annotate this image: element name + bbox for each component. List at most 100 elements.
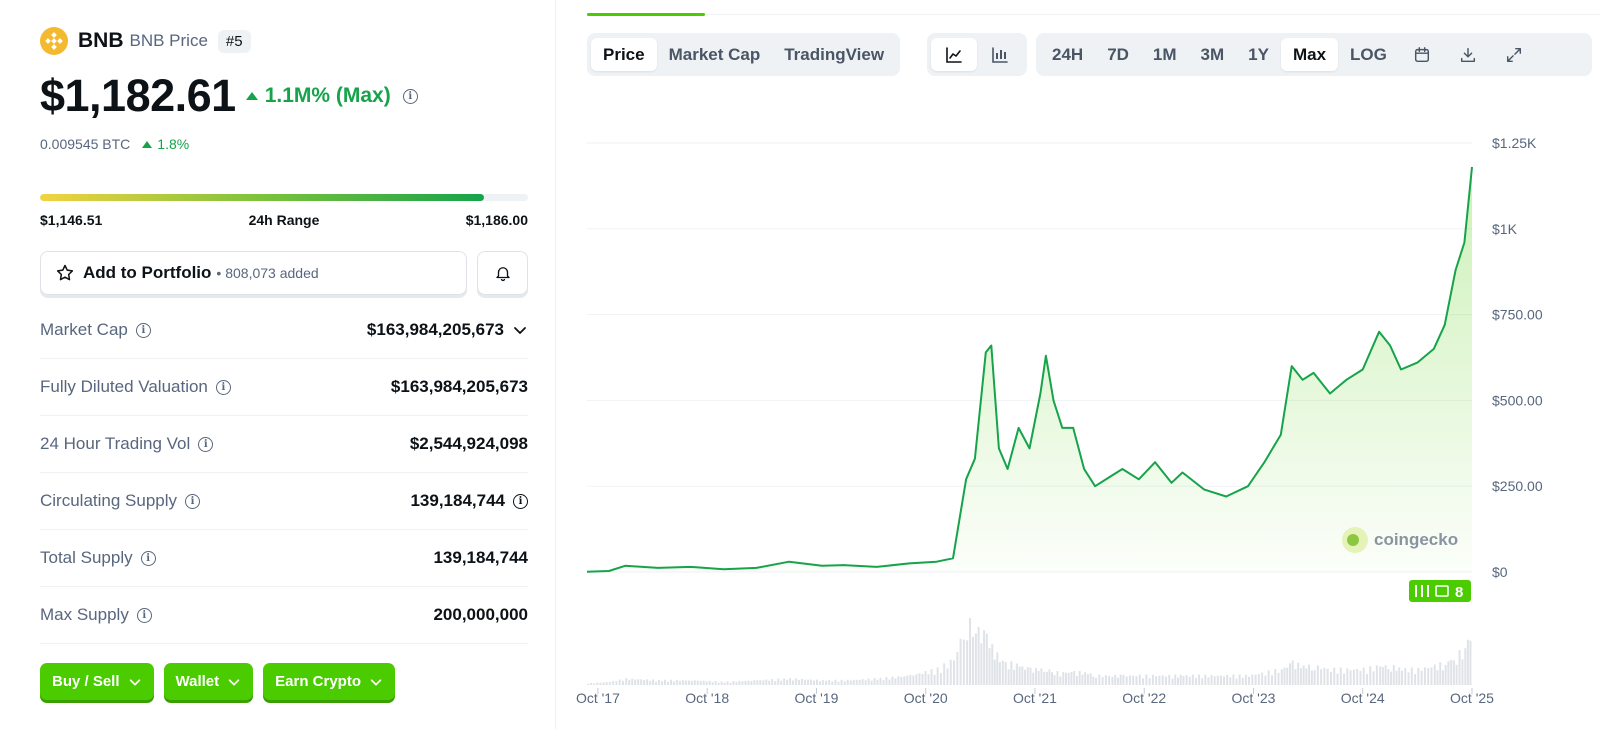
coin-symbol: BNB (78, 29, 124, 52)
volume-bar (756, 680, 759, 685)
line-chart-button[interactable] (931, 38, 977, 71)
range-1m[interactable]: 1M (1152, 44, 1177, 64)
news-badge[interactable]: 8 (1409, 580, 1471, 602)
volume-bar (1207, 677, 1210, 685)
volume-bar (738, 680, 741, 685)
add-to-portfolio-button[interactable]: Add to Portfolio • 808,073 added (40, 251, 467, 295)
volume-bar (818, 681, 821, 685)
volume-bar (918, 673, 921, 685)
volume-bar (1305, 668, 1308, 685)
buy-sell-button[interactable]: Buy / Sell (40, 663, 154, 700)
volume-bar (753, 680, 756, 685)
range-max[interactable]: Max (1280, 38, 1339, 71)
volume-bar (714, 681, 717, 685)
volume-bar (765, 679, 768, 685)
price-chart[interactable]: $0 $250.00 $500.00 $750.00 $1K $1.25K Oct '17… (557, 100, 1600, 729)
price-alert-button[interactable] (477, 251, 528, 295)
up-arrow-icon (142, 140, 153, 148)
news-badge-bg (1409, 580, 1471, 602)
volume-bar (900, 676, 903, 685)
volume-bar (741, 681, 744, 685)
volume-bar (1198, 674, 1201, 685)
bell-icon (495, 267, 510, 282)
stat-label: Fully Diluted Valuation i (40, 377, 231, 397)
info-icon[interactable]: i (136, 607, 152, 623)
stat-value-text: $163,984,205,673 (366, 320, 504, 339)
volume-bar (693, 680, 696, 685)
info-icon[interactable]: i (198, 436, 214, 452)
earn-crypto-button[interactable]: Earn Crypto (263, 663, 396, 700)
info-icon[interactable]: i (402, 88, 418, 104)
x-tick-label: Oct '24 (1341, 690, 1385, 706)
stat-row-market-cap[interactable]: Market Cap i $163,984,205,673 (40, 302, 528, 359)
volume-bar (1128, 675, 1131, 685)
stat-value-text: 139,184,744 (433, 548, 528, 567)
volume-bar (1059, 676, 1062, 685)
volume-bar (1410, 667, 1413, 685)
info-icon[interactable]: i (140, 550, 156, 566)
volume-bar (1280, 669, 1283, 685)
volume-bar (1116, 677, 1119, 685)
volume-bar (962, 639, 965, 685)
tab-market-cap[interactable]: Market Cap (668, 44, 761, 64)
volume-bar (912, 675, 915, 685)
volume-bar (946, 668, 949, 685)
coin-header: BNB BNB Price #5 (40, 27, 251, 55)
info-icon[interactable]: i (135, 322, 151, 338)
volume-bar (631, 678, 634, 685)
info-icon[interactable]: i (185, 493, 201, 509)
chevron-down-icon[interactable] (512, 322, 528, 338)
volume-bar (1352, 669, 1355, 685)
volume-bar (1302, 665, 1305, 685)
volume-bar (593, 683, 596, 685)
volume-bar (858, 679, 861, 685)
volume-bar (903, 676, 906, 685)
tab-price[interactable]: Price (591, 38, 657, 71)
volume-bar (1308, 664, 1311, 685)
volume-bar (1313, 670, 1316, 685)
range-1y[interactable]: 1Y (1248, 44, 1269, 64)
volume-bar (1400, 670, 1403, 685)
volume-bar (843, 681, 846, 685)
volume-bar (681, 680, 684, 685)
candlestick-button[interactable] (977, 38, 1023, 71)
volume-bar (953, 660, 956, 685)
range-log[interactable]: LOG (1350, 44, 1387, 64)
coin-info-panel: BNB BNB Price #5 $1,182.61 1.1M% (Max) i… (0, 0, 556, 729)
volume-bar (678, 680, 681, 685)
volume-bar (1444, 664, 1447, 685)
volume-bar (870, 680, 873, 685)
volume-bar (1274, 669, 1277, 685)
volume-bar (768, 680, 771, 685)
calendar-icon (1414, 46, 1429, 62)
calendar-button[interactable] (1399, 38, 1445, 71)
chart-view-toggle (927, 33, 1027, 76)
wallet-button[interactable]: Wallet (163, 663, 254, 700)
info-icon[interactable]: i (215, 379, 231, 395)
24h-range-bar (40, 194, 528, 201)
download-button[interactable] (1445, 38, 1491, 71)
range-7d[interactable]: 7D (1107, 44, 1129, 64)
portfolio-count: • 808,073 added (216, 265, 319, 281)
fullscreen-button[interactable] (1491, 38, 1537, 71)
stat-value-text: 139,184,744 (410, 491, 505, 510)
volume-bar (897, 676, 900, 685)
volume-bar (956, 652, 959, 685)
y-tick-label: $1.25K (1492, 135, 1537, 151)
x-tick-label: Oct '23 (1232, 690, 1276, 706)
volume-bar (735, 681, 738, 685)
stat-value: 200,000,000 (433, 605, 528, 625)
volume-bar (771, 679, 774, 685)
range-3m[interactable]: 3M (1200, 44, 1225, 64)
volume-bar (1179, 674, 1182, 685)
volume-bar (1185, 675, 1188, 685)
news-tick (1415, 585, 1417, 597)
range-24h[interactable]: 24H (1052, 44, 1084, 64)
volume-bar (1466, 639, 1469, 685)
stat-value-text: 200,000,000 (433, 605, 528, 624)
info-icon[interactable]: i (513, 493, 528, 509)
tab-tradingview[interactable]: TradingView (784, 44, 885, 64)
volume-bar (1007, 669, 1010, 685)
volume-bar (1375, 665, 1378, 685)
volume-bar (1070, 671, 1073, 685)
